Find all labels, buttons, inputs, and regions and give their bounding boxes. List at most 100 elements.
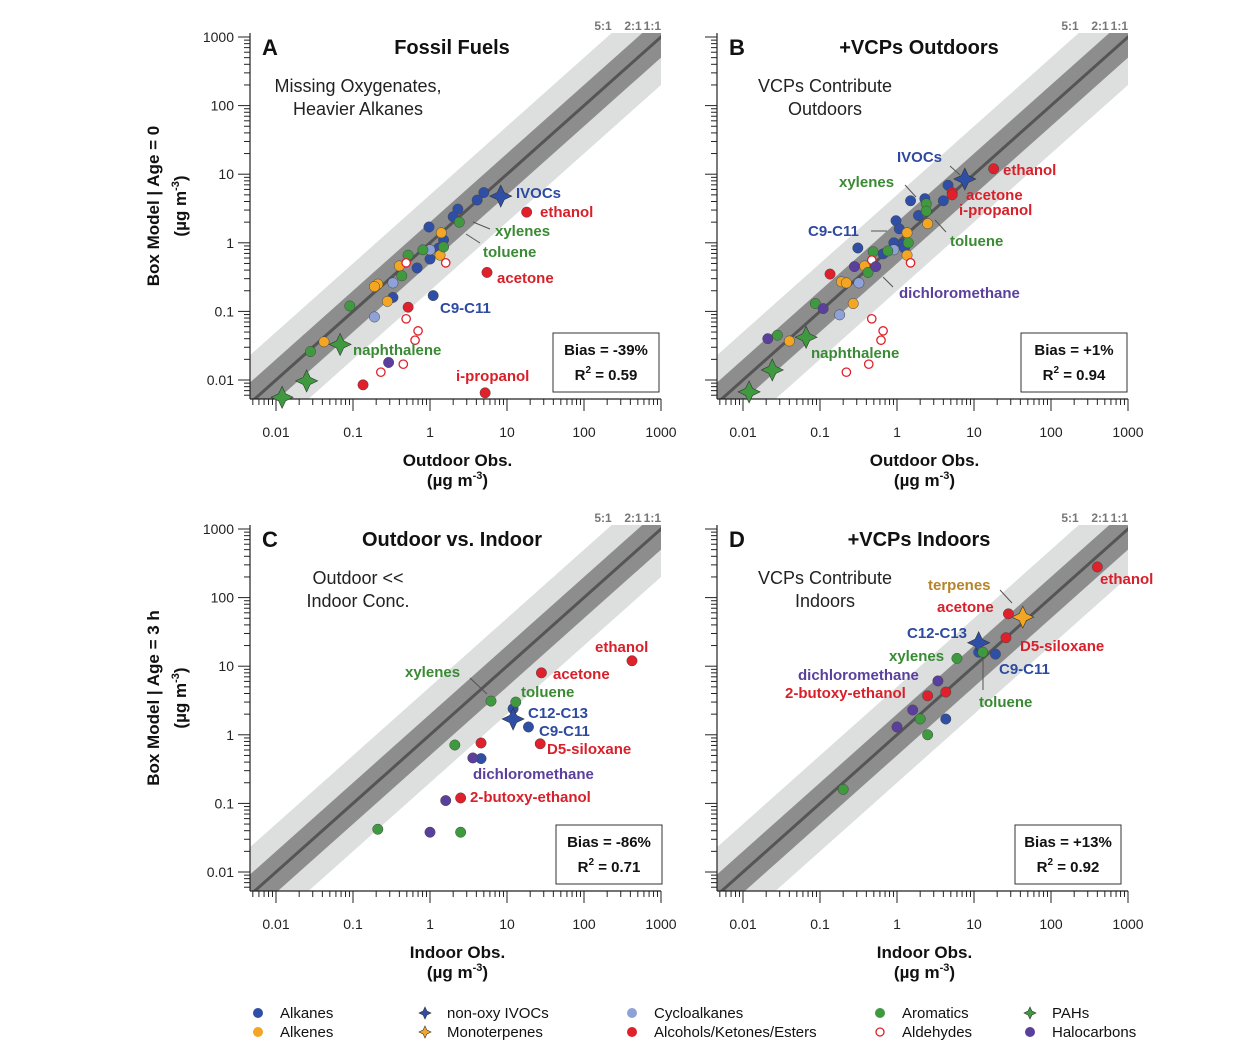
- aldehydes-point: [866, 313, 877, 324]
- y-tick-label: 100: [211, 98, 235, 114]
- annotation-label: ethanol: [1100, 571, 1153, 588]
- legend-label: Halocarbons: [1052, 1024, 1136, 1041]
- alkenes-point: [783, 335, 795, 347]
- stats-box: [1014, 824, 1122, 885]
- alcohols-ketones-esters-point: [535, 667, 547, 679]
- aldehydes-legend-marker: [875, 1027, 885, 1037]
- y-tick-label: 10: [218, 658, 234, 674]
- halocarbons-point: [424, 826, 436, 838]
- legend-label: Alcohols/Ketones/Esters: [654, 1024, 817, 1041]
- alcohols-ketones-esters-point: [357, 379, 369, 391]
- legend-item: Halocarbons: [1025, 1024, 1136, 1041]
- x-tick-label: 100: [1039, 916, 1063, 932]
- pahs-legend-marker: [1023, 1006, 1037, 1020]
- y-tick-label: 1000: [203, 521, 234, 537]
- y-tick-label: 1000: [203, 29, 234, 45]
- x-axis-unit: (µg m-3): [427, 470, 488, 490]
- alcohols-ketones-esters-legend-marker: [627, 1027, 637, 1037]
- r-squared-value: R2 = 0.92: [1037, 857, 1100, 876]
- alkanes-point: [940, 713, 952, 725]
- ratio-label: 5:1: [594, 19, 612, 33]
- ratio-label: 1:1: [644, 19, 662, 33]
- alkanes-legend-marker: [253, 1008, 263, 1018]
- x-axis-label: Indoor Obs.: [410, 943, 505, 962]
- pahs-point: [294, 369, 319, 393]
- y-tick-label: 0.01: [207, 372, 234, 388]
- aromatics-point: [771, 329, 783, 341]
- r2-superscript: 2: [585, 365, 591, 376]
- annotation-label: i-propanol: [959, 202, 1032, 219]
- y-tick-label: 0.1: [215, 303, 235, 319]
- annotation-label: IVOCs: [897, 149, 942, 166]
- x-tick-label: 10: [499, 424, 515, 440]
- r2-symbol: R: [575, 367, 586, 384]
- leader-line: [934, 219, 947, 233]
- halocarbons-legend-marker: [1025, 1027, 1035, 1037]
- halocarbons-point: [817, 303, 829, 315]
- x-tick-label: 10: [966, 424, 982, 440]
- annotation-label: C9-C11: [999, 661, 1050, 678]
- aromatics-point: [396, 270, 408, 282]
- annotation-label: naphthalene: [353, 342, 441, 359]
- annotation-label: 2-butoxy-ethanol: [785, 685, 906, 702]
- x-tick-label: 100: [1039, 424, 1063, 440]
- monoterpenes-point: [1011, 605, 1035, 629]
- cycloalkanes-point: [834, 309, 846, 321]
- data-points: [837, 561, 1103, 795]
- band-2-to-1: [250, 525, 661, 891]
- aromatics-point: [922, 729, 934, 741]
- alcohols-ketones-esters-point: [946, 189, 958, 201]
- legend: Alkanes Alkenes non-oxy IVOCs Monoterpenes C…: [253, 1005, 1136, 1041]
- alcohols-ketones-esters-point: [988, 163, 1000, 175]
- aromatics-point: [438, 241, 450, 253]
- alcohols-ketones-esters-point: [1000, 632, 1012, 644]
- ratio-label: 2:1: [624, 511, 642, 525]
- non-oxy-ivocs-legend-marker: [418, 1006, 432, 1020]
- aldehydes-point: [440, 258, 451, 268]
- r2-symbol: R: [1043, 367, 1054, 384]
- leader-line: [472, 221, 491, 230]
- r2-symbol: R: [1037, 859, 1048, 876]
- annotation-label: IVOCs: [516, 185, 561, 202]
- r2-value: = 0.59: [591, 367, 637, 384]
- panel-d: 0.01 0.1 1 10 100 1000 5:1 2:1 1:1 D +VCPs Indoors…: [705, 511, 1153, 982]
- data-points: [737, 163, 1000, 404]
- x-tick-label: 1: [426, 916, 434, 932]
- leader-line: [469, 677, 488, 695]
- panel-letter: D: [729, 527, 745, 552]
- aromatics-point: [485, 695, 497, 707]
- pahs-point: [270, 385, 294, 409]
- annotation-label: dichloromethane: [798, 667, 919, 684]
- aromatics-point: [882, 245, 894, 257]
- alkanes-point: [852, 242, 864, 254]
- x-tick-label: 0.1: [343, 424, 363, 440]
- aldehydes-point: [376, 367, 386, 378]
- annotation-label: xylenes: [839, 174, 894, 191]
- x-tick-label: 10: [499, 916, 515, 932]
- alkanes-point: [471, 194, 483, 206]
- panel-title: Outdoor vs. Indoor: [362, 529, 542, 551]
- x-tick-label: 0.1: [343, 916, 363, 932]
- aldehydes-point: [413, 326, 423, 336]
- r2-value: = 0.92: [1053, 859, 1099, 876]
- x-axis-label: Outdoor Obs.: [403, 451, 513, 470]
- x-tick-label: 1000: [645, 424, 676, 440]
- x-tick-label: 0.01: [729, 424, 756, 440]
- panel-letter: C: [262, 527, 278, 552]
- bias-value: Bias = -39%: [564, 342, 648, 359]
- aldehydes-point: [878, 326, 888, 336]
- data-points: [270, 184, 533, 409]
- legend-label: PAHs: [1052, 1005, 1089, 1022]
- panel-subtitle: VCPs Contribute: [758, 76, 892, 96]
- aldehydes-point: [863, 359, 874, 370]
- non-oxy-ivocs-point: [489, 184, 513, 208]
- annotation-label: D5-siloxane: [1020, 638, 1104, 655]
- halocarbons-point: [891, 721, 903, 733]
- aromatics-point: [510, 696, 522, 708]
- y-axis-unit: (µg m-3): [170, 175, 190, 236]
- cycloalkanes-point: [387, 277, 399, 289]
- y-axis-label: Box Model | Age = 3 h: [144, 610, 163, 786]
- ratio-label: 2:1: [624, 19, 642, 33]
- leader-line: [465, 233, 481, 244]
- x-tick-label: 0.1: [810, 916, 830, 932]
